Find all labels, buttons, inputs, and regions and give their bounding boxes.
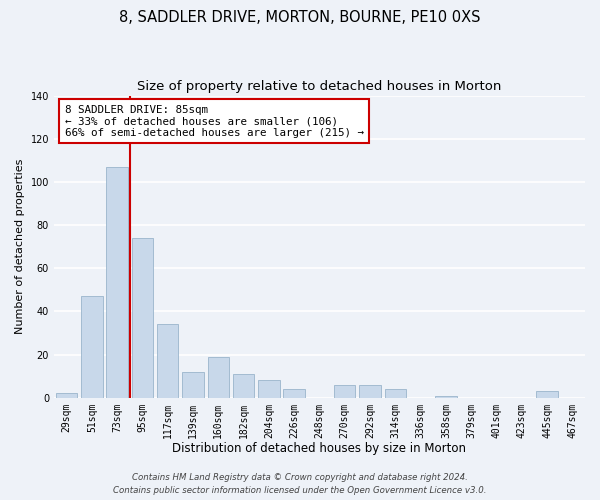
Bar bbox=[81, 296, 103, 398]
Y-axis label: Number of detached properties: Number of detached properties bbox=[15, 159, 25, 334]
Bar bbox=[359, 385, 381, 398]
Bar bbox=[258, 380, 280, 398]
Bar bbox=[233, 374, 254, 398]
Bar bbox=[106, 167, 128, 398]
Title: Size of property relative to detached houses in Morton: Size of property relative to detached ho… bbox=[137, 80, 502, 93]
Bar bbox=[182, 372, 204, 398]
Text: Contains HM Land Registry data © Crown copyright and database right 2024.
Contai: Contains HM Land Registry data © Crown c… bbox=[113, 474, 487, 495]
Bar bbox=[157, 324, 178, 398]
Bar bbox=[385, 389, 406, 398]
Bar bbox=[283, 389, 305, 398]
Text: 8, SADDLER DRIVE, MORTON, BOURNE, PE10 0XS: 8, SADDLER DRIVE, MORTON, BOURNE, PE10 0… bbox=[119, 10, 481, 25]
Bar bbox=[536, 391, 558, 398]
Bar bbox=[334, 385, 355, 398]
Bar bbox=[435, 396, 457, 398]
X-axis label: Distribution of detached houses by size in Morton: Distribution of detached houses by size … bbox=[172, 442, 466, 455]
Bar bbox=[208, 356, 229, 398]
Text: 8 SADDLER DRIVE: 85sqm
← 33% of detached houses are smaller (106)
66% of semi-de: 8 SADDLER DRIVE: 85sqm ← 33% of detached… bbox=[65, 104, 364, 138]
Bar bbox=[56, 394, 77, 398]
Bar bbox=[131, 238, 153, 398]
